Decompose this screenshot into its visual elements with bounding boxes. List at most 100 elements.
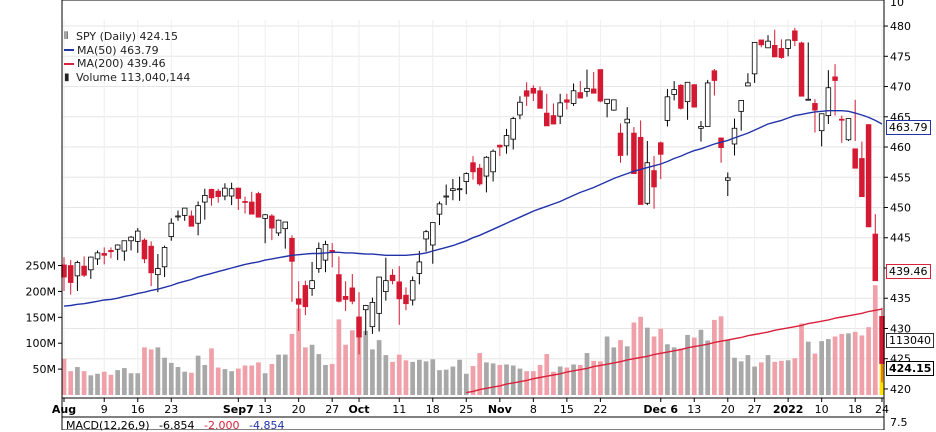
volume-bar <box>410 361 416 395</box>
candle-body <box>604 98 610 104</box>
candle-body <box>523 90 530 97</box>
volume-bar <box>698 329 704 395</box>
date-tick-label: 22 <box>593 403 607 416</box>
price-tick-label: 470 <box>890 81 911 94</box>
candle-body <box>121 240 128 252</box>
volume-bar <box>725 339 731 395</box>
legend: ⫴ SPY (Daily) 424.15 MA(50) 463.79 MA(20… <box>64 30 190 84</box>
volume-tag: 113040 <box>886 333 934 348</box>
volume-bar <box>805 341 811 395</box>
date-tick-label: 25 <box>459 403 473 416</box>
candle-body <box>108 250 114 253</box>
volume-icon: ▮ <box>64 71 70 83</box>
price-tick-label: 450 <box>890 202 911 215</box>
candle-body <box>416 261 423 274</box>
volume-bar <box>229 371 234 395</box>
candle-body <box>590 88 597 94</box>
volume-bar <box>222 369 228 395</box>
volume-bar <box>584 353 590 395</box>
volume-bar <box>128 373 134 395</box>
candle-body <box>671 89 677 95</box>
date-tick-label: Aug <box>52 403 76 416</box>
plot-frame <box>61 0 885 430</box>
candle-body <box>114 244 121 250</box>
volume-bar <box>155 347 161 395</box>
ma50-swatch <box>64 49 74 52</box>
date-tick-label: 18 <box>848 403 862 416</box>
ma50-price-tag: 463.79 <box>886 120 931 135</box>
volume-bar <box>691 337 697 395</box>
volume-bar <box>135 373 141 395</box>
candle-body <box>691 84 698 108</box>
candle-body <box>202 195 208 203</box>
price-tick-label: 435 <box>890 292 911 305</box>
volume-bar <box>390 361 395 395</box>
candle-body <box>490 150 496 173</box>
candle-body <box>141 239 148 260</box>
candle-body <box>497 144 503 148</box>
candle-body <box>745 82 751 87</box>
candle-body <box>664 96 671 121</box>
volume-tick-label: 100M <box>26 337 57 350</box>
volume-bar <box>316 354 322 395</box>
volume-bar <box>745 355 751 395</box>
volume-bar <box>846 333 851 395</box>
volume-bar <box>866 327 871 395</box>
candle-body <box>101 253 107 256</box>
date-tick-label: 15 <box>560 403 574 416</box>
date-tick-label: 20 <box>292 403 306 416</box>
candle-body <box>450 188 456 191</box>
candle-body <box>262 214 268 219</box>
date-tick-label: 8 <box>530 403 537 416</box>
volume-bars <box>61 285 885 395</box>
candle-body <box>657 142 664 155</box>
volume-bar <box>497 364 503 395</box>
volume-bar <box>537 364 543 395</box>
volume-bar <box>209 348 214 395</box>
volume-bar <box>101 371 107 395</box>
volume-bar <box>329 363 335 395</box>
volume-bar <box>309 344 315 395</box>
volume-bar <box>651 336 657 395</box>
volume-bar <box>457 359 462 395</box>
volume-bar <box>115 370 120 395</box>
volume-bar <box>611 347 617 395</box>
candle-body <box>725 177 731 181</box>
candle-body <box>832 76 838 81</box>
candle-body <box>135 230 141 242</box>
volume-bar <box>168 362 174 395</box>
volume-bar <box>142 347 147 395</box>
volume-bar <box>463 373 469 395</box>
volume-bar <box>577 364 583 395</box>
volume-bar <box>591 360 597 395</box>
volume-bar <box>202 364 208 395</box>
volume-bar <box>383 355 389 395</box>
volume-bar <box>826 339 831 395</box>
candle-body <box>81 265 87 276</box>
legend-volume: ▮ Volume 113,040,144 <box>64 71 190 85</box>
volume-bar <box>765 355 771 395</box>
candle-body <box>248 201 255 215</box>
volume-bar <box>785 360 791 395</box>
volume-tick-label: 250M <box>26 260 57 273</box>
date-tick-label: 20 <box>721 403 735 416</box>
volume-tick-label: 200M <box>26 285 57 298</box>
volume-bar <box>417 359 422 395</box>
symbol-label: SPY (Daily) 424.15 <box>76 30 178 43</box>
candle-body <box>792 30 798 41</box>
volume-bar <box>396 354 402 395</box>
macd-tick-label: 10 <box>890 0 904 9</box>
candle-body <box>349 287 356 302</box>
date-tick-label: 16 <box>131 403 145 416</box>
candle-body <box>295 298 302 305</box>
candle-body <box>369 302 376 328</box>
date-tick-label: 18 <box>426 403 440 416</box>
volume-bar <box>470 366 476 395</box>
candle-body <box>557 102 563 117</box>
axes: 4204254304354404454504554604654704754801… <box>26 0 911 430</box>
date-tick-label: Nov <box>488 403 513 416</box>
candle-body <box>302 285 309 308</box>
volume-bar <box>524 371 529 395</box>
candle-body <box>94 252 101 260</box>
